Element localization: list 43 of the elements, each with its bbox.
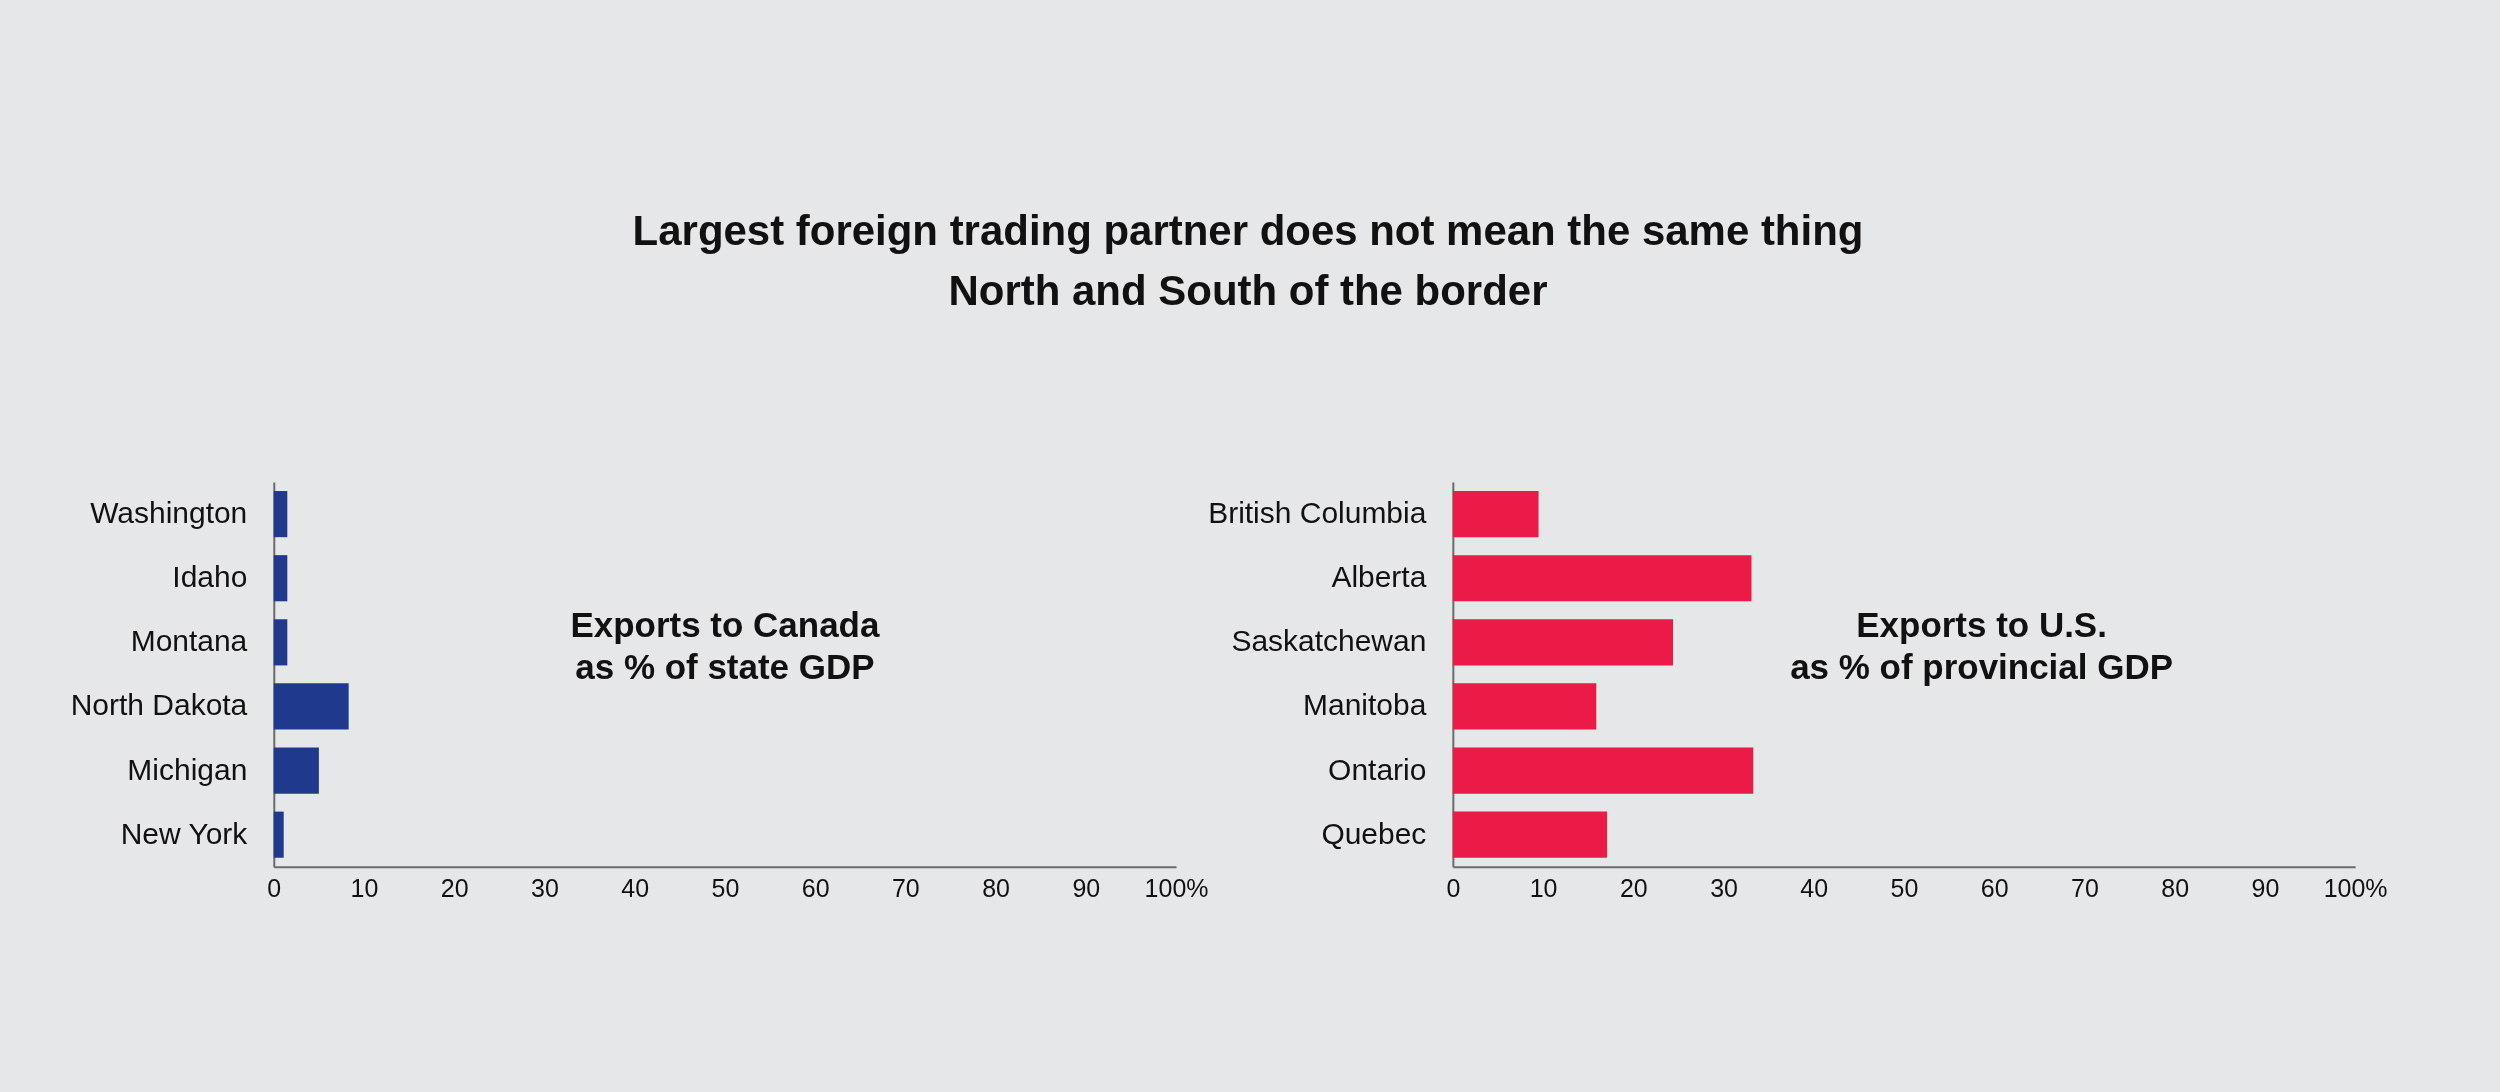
- bar: [1452, 555, 1752, 602]
- x-tick-label: 100%: [1144, 874, 1209, 903]
- annotation: Exports to Canada as % of state GDP: [570, 604, 880, 686]
- y-tick-label: Montana: [130, 624, 248, 658]
- x-tick-label: 60: [1980, 874, 2009, 903]
- bar: [1452, 619, 1673, 666]
- bar: [1452, 491, 1539, 538]
- x-tick-label: 70: [891, 874, 920, 903]
- x-tick-label: 10: [1529, 874, 1558, 903]
- y-tick-label: Michigan: [127, 752, 248, 786]
- x-tick-label: 50: [711, 874, 740, 903]
- x-tick-label: 90: [2251, 874, 2280, 903]
- x-tick-label: 80: [982, 874, 1010, 903]
- x-tick-label: 80: [2161, 874, 2190, 903]
- y-tick-label: Idaho: [172, 560, 248, 594]
- x-tick-label: 60: [801, 874, 830, 903]
- x-tick-label: 10: [350, 874, 379, 903]
- x-tick-label: 30: [1710, 874, 1738, 903]
- x-tick-label: 30: [531, 874, 559, 903]
- y-tick-label: Ontario: [1328, 752, 1427, 786]
- x-tick-label: 0: [267, 874, 282, 903]
- x-tick-label: 70: [2071, 874, 2099, 903]
- bar: [1452, 683, 1597, 730]
- y-tick-label: Quebec: [1321, 816, 1427, 850]
- x-tick-label: 100%: [2323, 874, 2388, 903]
- y-tick-label: Manitoba: [1303, 688, 1427, 722]
- y-tick-label: North Dakota: [70, 688, 248, 722]
- x-tick-label: 20: [1619, 874, 1648, 903]
- bar: [1452, 811, 1608, 858]
- x-tick-label: 50: [1890, 874, 1919, 903]
- y-tick-label: Saskatchewan: [1231, 624, 1427, 658]
- y-tick-label: British Columbia: [1208, 496, 1427, 530]
- x-tick-label: 40: [621, 874, 650, 903]
- bar: [1452, 747, 1754, 794]
- chart-title: Largest foreign trading partner does not mean the same thing North and South of the border: [632, 207, 1864, 315]
- y-tick-label: Alberta: [1331, 560, 1427, 594]
- x-tick-label: 20: [440, 874, 469, 903]
- x-tick-label: 0: [1446, 874, 1461, 903]
- x-tick-label: 40: [1800, 874, 1829, 903]
- y-tick-label: New York: [120, 816, 249, 850]
- x-tick-label: 90: [1072, 874, 1101, 903]
- annotation: Exports to U.S. as % of provincial GDP: [1790, 604, 2173, 686]
- y-tick-label: Washington: [90, 496, 248, 530]
